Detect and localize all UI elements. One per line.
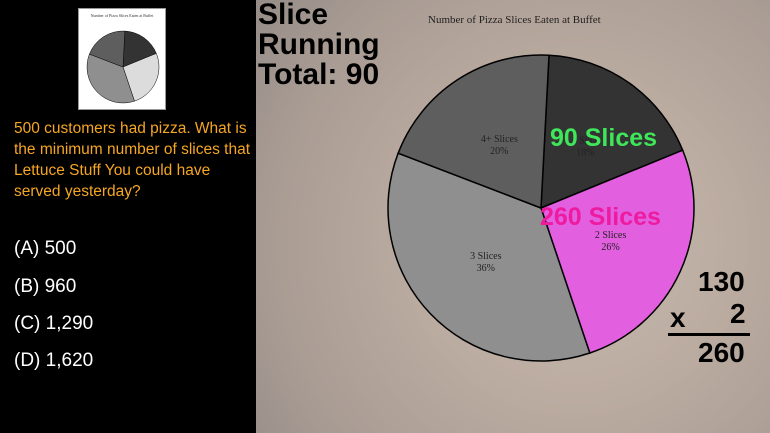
pie-label-4-slices: 4+ Slices xyxy=(481,134,518,145)
question-panel: Number of Pizza Slices Eaten at Buffet 5… xyxy=(0,0,256,433)
pie-label-1-slice: 1 Slice xyxy=(572,136,600,147)
pie-percent-2-slices: 26% xyxy=(601,242,619,253)
pie-label-2-slices: 2 Slices xyxy=(595,230,626,241)
thumb-slice-2-slices xyxy=(122,53,160,102)
pie-slice-2-slices xyxy=(540,149,695,354)
thumbnail-title: Number of Pizza Slices Eaten at Buffet xyxy=(90,13,154,18)
option-d[interactable]: (D) 1,620 xyxy=(14,350,94,371)
thumb-slice-1-slice xyxy=(122,30,157,68)
running-total-line3: Total: 90 xyxy=(258,58,380,91)
pie-percent-4-slices: 20% xyxy=(490,146,508,157)
thumbnail-pie xyxy=(86,30,160,104)
chart-title: Number of Pizza Slices Eaten at Buffet xyxy=(428,14,601,26)
calc-factor: 2 xyxy=(730,298,746,329)
chart-thumbnail: Number of Pizza Slices Eaten at Buffet xyxy=(78,8,166,110)
calc-divider-line xyxy=(668,333,750,336)
question-text: 500 customers had pizza. What is the min… xyxy=(14,120,251,200)
pie-percent-1-slice: 18% xyxy=(576,148,594,159)
pie-slice-3-slices xyxy=(387,152,591,362)
calc-multiply-sign: x xyxy=(670,302,686,333)
option-c[interactable]: (C) 1,290 xyxy=(14,313,94,334)
thumb-slice-4-slices xyxy=(89,30,126,68)
running-total: Slice Running Total: 90 xyxy=(258,0,380,90)
chart-panel: Slice Running Total: 90 Number of Pizza … xyxy=(256,0,770,433)
option-b[interactable]: (B) 960 xyxy=(14,276,77,297)
annotation-260-slices: 260 Slices xyxy=(540,203,661,231)
calc-result: 260 xyxy=(698,337,745,368)
thumb-slice-3-slices xyxy=(86,53,135,104)
pie-slice-4-slices xyxy=(397,54,550,210)
running-total-line2: Running xyxy=(258,28,380,61)
running-total-line1: Slice xyxy=(258,0,329,31)
calc-top-number: 130 xyxy=(698,266,745,297)
pie-label-3-slices: 3 Slices xyxy=(470,251,501,262)
annotation-90-slices: 90 Slices xyxy=(550,124,658,152)
pie-slice-1-slice xyxy=(540,54,684,210)
pie-percent-3-slices: 36% xyxy=(477,263,495,274)
option-a[interactable]: (A) 500 xyxy=(14,238,77,259)
